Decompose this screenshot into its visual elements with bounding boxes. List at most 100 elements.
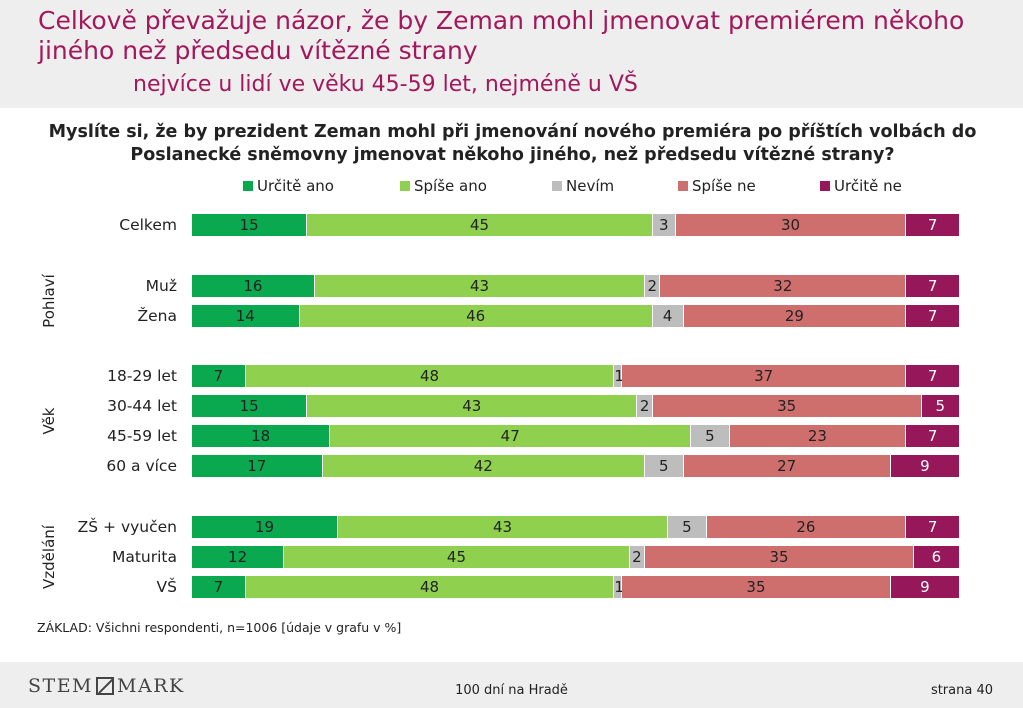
bar-row: 12 45 2 35 6 xyxy=(192,546,960,568)
slide-title: Celkově převažuje názor, že by Zeman moh… xyxy=(38,6,965,65)
legend-item: Určitě ne xyxy=(820,177,902,195)
bar-segment: 12 xyxy=(192,546,284,568)
page-number: strana 40 xyxy=(930,683,993,698)
bar-segment: 43 xyxy=(307,395,637,417)
bar-segment: 43 xyxy=(314,275,645,297)
bar-segment: 45 xyxy=(307,214,652,236)
chart-question: Myslíte si, že by prezident Zeman mohl p… xyxy=(48,122,977,165)
bar-segment: 1 xyxy=(614,365,624,387)
row-label: Maturita xyxy=(111,548,177,566)
legend-label: Určitě ne xyxy=(834,177,902,195)
bar-segment: 7 xyxy=(906,516,959,538)
base-note: ZÁKLAD: Všichni respondenti, n=1006 [úda… xyxy=(37,620,402,635)
chart-legend: Určitě ano Spíše ano Nevím Spíše ne Určitě n… xyxy=(0,177,1023,197)
bar-segment: 19 xyxy=(192,516,337,538)
header-band: Celkově převažuje názor, že by Zeman moh… xyxy=(0,0,1023,108)
legend-swatch xyxy=(820,181,830,191)
bar-segment: 35 xyxy=(622,576,890,598)
bar-segment: 9 xyxy=(890,455,959,477)
bar-segment: 7 xyxy=(192,365,245,387)
bar-segment: 5 xyxy=(691,425,729,447)
group-label: Pohlaví xyxy=(40,274,58,328)
bar-segment: 35 xyxy=(652,395,921,417)
bar-row: 7 48 1 37 7 xyxy=(192,365,960,387)
bar-segment: 2 xyxy=(629,546,645,568)
slide-subtitle: nejvíce u lidí ve věku 45-59 let, nejmén… xyxy=(133,72,638,97)
bar-segment: 37 xyxy=(622,365,906,387)
bar-row: 14 46 4 29 7 xyxy=(192,305,960,327)
bar-segment: 42 xyxy=(322,455,645,477)
legend-swatch xyxy=(243,181,253,191)
bar-segment: 4 xyxy=(652,305,683,327)
legend-label: Nevím xyxy=(566,177,615,195)
bar-segment: 7 xyxy=(192,576,245,598)
bar-row: 17 42 5 27 9 xyxy=(192,455,960,477)
legend-swatch xyxy=(678,181,688,191)
group-label: Vzdělání xyxy=(40,525,58,589)
bar-segment: 2 xyxy=(645,275,660,297)
bar-segment: 1 xyxy=(614,576,624,598)
bar-segment: 2 xyxy=(637,395,652,417)
bar-row: 18 47 5 23 7 xyxy=(192,425,960,447)
bar-row: 15 43 2 35 5 xyxy=(192,395,960,417)
footer-band: STEM MARK 100 dní na Hradě strana 40 xyxy=(0,662,1023,708)
bar-segment: 43 xyxy=(337,516,668,538)
bar-segment: 7 xyxy=(906,214,959,236)
footer-title: 100 dní na Hradě xyxy=(455,683,568,698)
bar-row: 7 48 1 35 9 xyxy=(192,576,960,598)
bar-segment: 32 xyxy=(660,275,906,297)
bar-segment: 46 xyxy=(299,305,652,327)
bar-segment: 35 xyxy=(645,546,913,568)
bar-segment: 5 xyxy=(668,516,706,538)
bar-segment: 47 xyxy=(330,425,691,447)
bar-segment: 9 xyxy=(890,576,959,598)
legend-swatch xyxy=(552,181,562,191)
logo-text-right: MARK xyxy=(117,675,185,697)
bar-segment: 7 xyxy=(906,305,959,327)
bar-segment: 7 xyxy=(906,365,959,387)
bar-segment: 15 xyxy=(192,395,307,417)
bar-segment: 18 xyxy=(192,425,330,447)
bar-segment: 45 xyxy=(284,546,629,568)
legend-label: Spíše ano xyxy=(414,177,487,195)
row-label: 30-44 let xyxy=(107,397,177,415)
bar-segment: 7 xyxy=(906,275,959,297)
bar-row: 16 43 2 32 7 xyxy=(192,275,960,297)
legend-item: Spíše ne xyxy=(678,177,756,195)
legend-item: Určitě ano xyxy=(243,177,334,195)
bar-row: 19 43 5 26 7 xyxy=(192,516,960,538)
bar-segment: 48 xyxy=(245,576,614,598)
bar-segment: 27 xyxy=(683,455,890,477)
bar-segment: 6 xyxy=(913,546,959,568)
bar-segment: 48 xyxy=(245,365,614,387)
row-label: 60 a více xyxy=(106,457,177,475)
bar-segment: 3 xyxy=(652,214,675,236)
legend-item: Spíše ano xyxy=(400,177,487,195)
group-label: Věk xyxy=(40,407,58,435)
stem-mark-logo: STEM MARK xyxy=(28,675,185,697)
bar-segment: 29 xyxy=(683,305,906,327)
bar-segment: 16 xyxy=(192,275,314,297)
row-label: ZŠ + vyučen xyxy=(77,518,177,536)
row-label: Celkem xyxy=(119,216,177,234)
row-label: Žena xyxy=(137,307,177,325)
bar-segment: 23 xyxy=(729,425,906,447)
legend-item: Nevím xyxy=(552,177,614,195)
bar-segment: 14 xyxy=(192,305,299,327)
legend-label: Spíše ne xyxy=(692,177,756,195)
legend-label: Určitě ano xyxy=(257,177,334,195)
row-label: 45-59 let xyxy=(107,427,177,445)
legend-swatch xyxy=(400,181,410,191)
bar-row: 15 45 3 30 7 xyxy=(192,214,960,236)
bar-segment: 15 xyxy=(192,214,307,236)
row-label: 18-29 let xyxy=(107,367,177,385)
bar-segment: 5 xyxy=(921,395,959,417)
bar-segment: 26 xyxy=(706,516,906,538)
logo-slash-box-icon xyxy=(96,677,115,695)
logo-text-left: STEM xyxy=(28,675,94,697)
row-label: Muž xyxy=(145,277,177,295)
bar-segment: 5 xyxy=(645,455,683,477)
bar-segment: 30 xyxy=(675,214,906,236)
bar-segment: 7 xyxy=(906,425,959,447)
bar-segment: 17 xyxy=(192,455,322,477)
